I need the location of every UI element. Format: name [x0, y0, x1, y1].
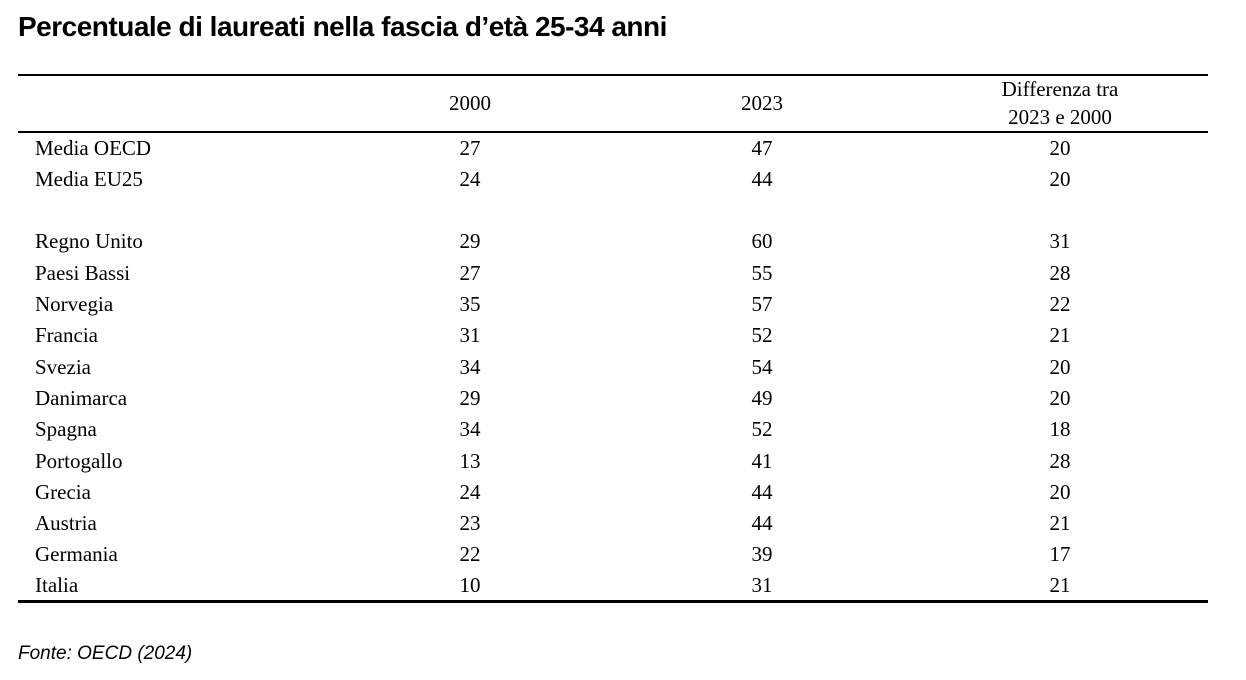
row-label: Spagna	[35, 417, 97, 442]
row-label: Italia	[35, 572, 79, 597]
value-2023: 52	[751, 417, 773, 442]
value-2023: 54	[751, 354, 773, 379]
table-row-spagna: Spagna 34 52 18	[18, 414, 1208, 445]
table-row-grecia: Grecia 24 44 20	[18, 477, 1208, 508]
value-2000: 22	[459, 542, 481, 567]
spacer-row	[18, 195, 1208, 226]
value-2000: 10	[459, 572, 481, 597]
value-2023: 52	[751, 323, 773, 348]
value-2000: 31	[459, 323, 481, 348]
value-2023: 47	[751, 136, 773, 161]
table-row-paesi-bassi: Paesi Bassi 27 55 28	[18, 258, 1208, 289]
value-diff: 20	[1049, 136, 1071, 161]
value-diff: 17	[1049, 542, 1071, 567]
row-label: Francia	[35, 323, 98, 348]
table-row-danimarca: Danimarca 29 49 20	[18, 383, 1208, 414]
value-2000: 29	[459, 385, 481, 410]
table-row-norvegia: Norvegia 35 57 22	[18, 289, 1208, 320]
row-label: Danimarca	[35, 385, 128, 410]
value-diff: 18	[1049, 417, 1071, 442]
value-2023: 60	[751, 229, 773, 254]
row-label: Grecia	[35, 479, 91, 504]
table-header: 2000 2023 Differenza tra 2023 e 2000	[18, 75, 1208, 133]
header-2023-cell: 2023	[741, 91, 783, 116]
header-diff-line2: 2023 e 2000	[1008, 104, 1112, 129]
value-2023: 49	[751, 385, 773, 410]
value-2000: 34	[459, 417, 481, 442]
row-label: Germania	[35, 542, 118, 567]
value-diff: 20	[1049, 385, 1071, 410]
row-label: Media EU25	[35, 166, 143, 191]
header-diff-line1: Differenza tra	[1001, 77, 1119, 101]
value-2000: 24	[459, 479, 481, 504]
value-2023: 41	[751, 448, 773, 473]
header-country-cell	[18, 75, 328, 132]
row-label: Norvegia	[35, 292, 114, 317]
value-diff: 20	[1049, 479, 1071, 504]
value-2000: 27	[459, 260, 481, 285]
table-row-italia: Italia 10 31 21	[18, 571, 1208, 602]
value-2023: 55	[751, 260, 773, 285]
value-2023: 57	[751, 292, 773, 317]
value-diff: 20	[1049, 166, 1071, 191]
value-diff: 31	[1049, 229, 1071, 254]
value-2000: 13	[459, 448, 481, 473]
value-2023: 31	[751, 572, 773, 597]
row-label: Paesi Bassi	[35, 260, 131, 285]
value-diff: 21	[1049, 572, 1071, 597]
table-row-portogallo: Portogallo 13 41 28	[18, 445, 1208, 476]
row-label: Media OECD	[35, 136, 152, 161]
value-diff: 28	[1049, 260, 1071, 285]
value-2000: 35	[459, 292, 481, 317]
value-2000: 24	[459, 166, 481, 191]
value-2000: 29	[459, 229, 481, 254]
table-row-media-oecd: Media OECD 27 47 20	[18, 132, 1208, 163]
value-2023: 44	[751, 479, 773, 504]
table-row-austria: Austria 23 44 21	[18, 508, 1208, 539]
header-row: 2000 2023 Differenza tra 2023 e 2000	[18, 75, 1208, 132]
value-diff: 22	[1049, 292, 1071, 317]
value-2023: 44	[751, 166, 773, 191]
table-row-svezia: Svezia 34 54 20	[18, 352, 1208, 383]
value-diff: 20	[1049, 354, 1071, 379]
header-diff-cell: Differenza tra 2023 e 2000	[912, 75, 1208, 132]
table-row-francia: Francia 31 52 21	[18, 320, 1208, 351]
page-title: Percentuale di laureati nella fascia d’e…	[18, 11, 667, 42]
table-row-regno-unito: Regno Unito 29 60 31	[18, 226, 1208, 257]
graduates-table: 2000 2023 Differenza tra 2023 e 2000 Med…	[18, 74, 1208, 603]
row-label: Portogallo	[35, 448, 123, 473]
value-2000: 34	[459, 354, 481, 379]
value-diff: 28	[1049, 448, 1071, 473]
value-2023: 39	[751, 542, 773, 567]
table-row-media-eu25: Media EU25 24 44 20	[18, 164, 1208, 195]
header-2000-cell: 2000	[449, 91, 491, 116]
value-2000: 23	[459, 511, 481, 536]
row-label: Austria	[35, 511, 97, 536]
table-body: Media OECD 27 47 20 Media EU25 24 44 20 …	[18, 132, 1208, 602]
source-note: Fonte: OECD (2024)	[18, 643, 193, 665]
value-diff: 21	[1049, 511, 1071, 536]
value-2000: 27	[459, 136, 481, 161]
table-row-germania: Germania 22 39 17	[18, 539, 1208, 570]
value-2023: 44	[751, 511, 773, 536]
value-diff: 21	[1049, 323, 1071, 348]
row-label: Svezia	[35, 354, 91, 379]
row-label: Regno Unito	[35, 229, 143, 254]
